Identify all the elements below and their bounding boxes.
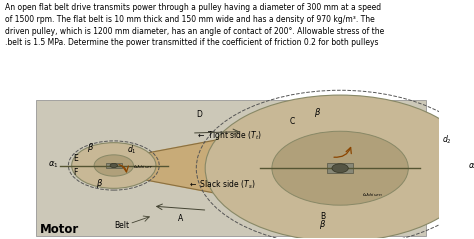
Circle shape [272,131,408,205]
Circle shape [94,155,134,176]
Text: $d_1$: $d_1$ [127,143,137,156]
FancyBboxPatch shape [36,100,426,236]
Text: B: B [320,212,325,221]
Text: $\beta$: $\beta$ [96,177,103,190]
Text: $\alpha_1$: $\alpha_1$ [47,159,58,169]
Circle shape [332,164,348,173]
Text: $\beta$: $\beta$ [314,106,321,119]
Text: $\leftarrow$ Slack side $(T_s)$: $\leftarrow$ Slack side $(T_s)$ [188,178,255,191]
Text: C: C [290,117,295,126]
Text: A: A [177,214,183,223]
Text: An open flat belt drive transmits power through a pulley having a diameter of 30: An open flat belt drive transmits power … [5,3,384,48]
Text: $d_2$: $d_2$ [442,134,452,146]
Text: D: D [197,109,202,119]
Text: $\leftarrow$ Tight side $(T_t)$: $\leftarrow$ Tight side $(T_t)$ [196,129,262,142]
Text: $\beta$: $\beta$ [319,218,326,231]
Polygon shape [137,131,266,202]
Text: E: E [73,154,78,163]
Circle shape [72,143,156,188]
Text: $\omega_{driver}$: $\omega_{driver}$ [134,163,154,171]
Text: Motor: Motor [40,223,79,236]
Text: F: F [73,168,78,177]
Text: Belt: Belt [114,221,129,230]
Bar [106,163,122,168]
Bar [327,163,354,173]
Text: $\alpha_2$: $\alpha_2$ [468,162,474,172]
Text: $\omega_{driven}$: $\omega_{driven}$ [362,191,383,199]
Circle shape [110,163,118,168]
Circle shape [205,95,474,239]
Text: $\beta$: $\beta$ [87,141,94,154]
